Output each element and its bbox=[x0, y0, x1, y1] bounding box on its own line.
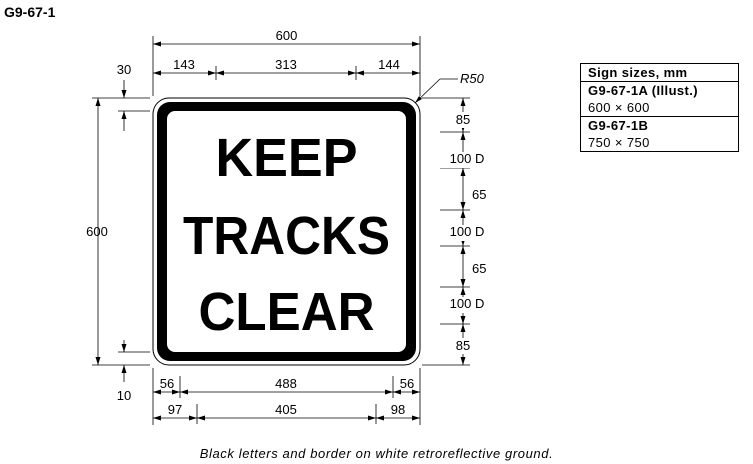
sign-sizes-table: Sign sizes, mm G9-67-1A (Illust.) 600 × … bbox=[580, 63, 739, 152]
sizes-table-title: Sign sizes, mm bbox=[588, 65, 688, 80]
dim-right-top-margin: 85 bbox=[456, 112, 470, 127]
sign-line-1: KEEP bbox=[216, 128, 358, 188]
dim-right-gap2: 65 bbox=[472, 261, 486, 276]
dim-top-left: 143 bbox=[173, 57, 195, 72]
dim-left-bottom-offset: 10 bbox=[117, 388, 131, 403]
dim-bottom-text-width: 405 bbox=[275, 402, 297, 417]
dim-right-bottom-margin: 85 bbox=[456, 338, 470, 353]
dim-left-total: 600 bbox=[86, 224, 108, 239]
sign-line-2: TRACKS bbox=[183, 206, 390, 266]
dim-bottom-left-border: 56 bbox=[160, 376, 174, 391]
size-code-a: G9-67-1A (Illust.) bbox=[580, 81, 739, 99]
sign-ground bbox=[167, 111, 406, 352]
caption: Black letters and border on white retror… bbox=[199, 446, 554, 461]
dim-bottom-inner-width: 488 bbox=[275, 376, 297, 391]
sign-panel: KEEP TRACKS CLEAR bbox=[152, 97, 421, 366]
dim-right-line1-height: 100 D bbox=[450, 151, 485, 166]
dim-right-line2-height: 100 D bbox=[450, 224, 485, 239]
dim-bottom-left-offset: 97 bbox=[168, 402, 182, 417]
dim-top-right: 144 bbox=[378, 57, 400, 72]
right-dimensions: 85 100 D 65 100 D 65 100 D 85 bbox=[422, 97, 494, 366]
dim-top-total: 600 bbox=[276, 28, 298, 43]
size-code-b: G9-67-1B bbox=[580, 116, 739, 134]
dim-bottom-right-offset: 98 bbox=[391, 402, 405, 417]
bottom-dimensions: 56 488 56 97 405 98 bbox=[152, 368, 421, 425]
dim-top-middle: 313 bbox=[275, 57, 297, 72]
size-value-a: 600 × 600 bbox=[588, 100, 650, 115]
left-dimensions: 600 30 10 bbox=[86, 62, 150, 403]
dim-right-gap1: 65 bbox=[472, 187, 486, 202]
sign-line-3: CLEAR bbox=[199, 282, 375, 342]
dim-left-top-offset: 30 bbox=[117, 62, 131, 77]
top-dimensions: 600 143 313 144 R50 bbox=[152, 28, 485, 104]
corner-radius-label: R50 bbox=[460, 71, 485, 86]
size-value-b: 750 × 750 bbox=[588, 135, 650, 150]
sign-code: G9-67-1 bbox=[4, 4, 56, 20]
dim-bottom-right-border: 56 bbox=[400, 376, 414, 391]
dim-right-line3-height: 100 D bbox=[450, 296, 485, 311]
